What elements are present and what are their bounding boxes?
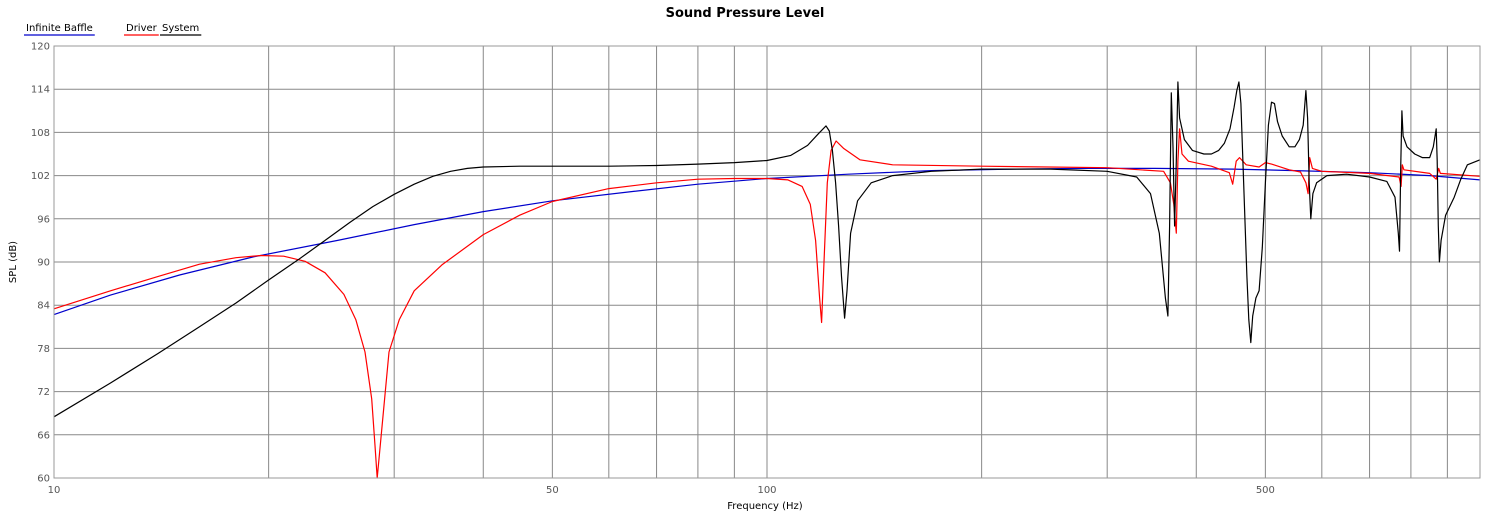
x-axis-ticks: 10 50 100 500 (48, 485, 1275, 496)
y-axis-label: SPL (dB) (8, 241, 19, 283)
y-tick-label: 78 (37, 344, 50, 355)
series-line-system (53, 81, 1481, 418)
legend-label-infinite-baffle: Infinite Baffle (26, 23, 93, 34)
plot-frame (53, 45, 1481, 479)
chart-title: Sound Pressure Level (666, 6, 825, 21)
y-tick-label: 114 (31, 85, 50, 96)
y-tick-label: 72 (37, 387, 50, 398)
x-tick-label: 500 (1256, 485, 1275, 496)
y-axis-ticks: 60 66 72 78 84 90 96 102 108 114 120 (31, 42, 50, 485)
legend: Infinite Baffle Driver System (24, 23, 202, 36)
legend-label-system: System (162, 23, 199, 34)
x-tick-label: 50 (546, 485, 559, 496)
x-tick-label: 10 (48, 485, 61, 496)
legend-label-driver: Driver (126, 23, 158, 34)
y-tick-label: 90 (37, 258, 50, 269)
y-tick-label: 66 (37, 430, 50, 441)
y-tick-label: 120 (31, 42, 50, 53)
x-axis-label: Frequency (Hz) (727, 501, 803, 512)
y-tick-label: 108 (31, 128, 50, 139)
y-tick-label: 84 (37, 301, 50, 312)
y-tick-label: 102 (31, 171, 50, 182)
series-lines (53, 81, 1481, 479)
y-tick-label: 60 (37, 474, 50, 485)
y-tick-label: 96 (37, 214, 50, 225)
grid (54, 46, 1480, 478)
x-tick-label: 100 (757, 485, 776, 496)
